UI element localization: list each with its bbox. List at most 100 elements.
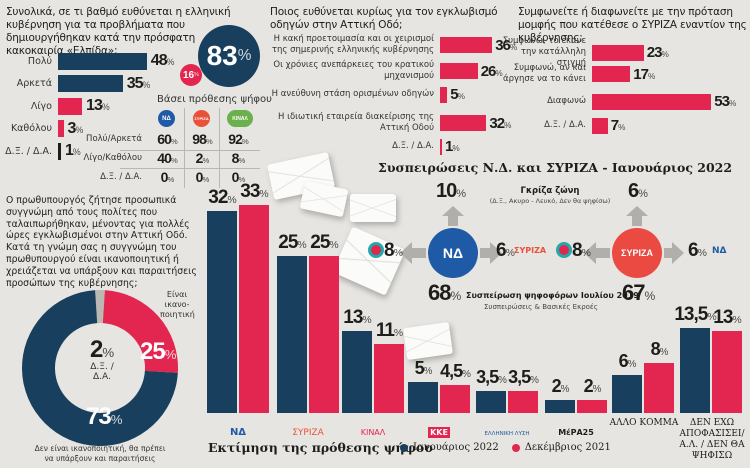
arrow-right-icon [490, 242, 502, 264]
bar-value-number: 13 [343, 307, 363, 329]
main-chart-title: Εκτίμηση της πρόθεσης ψήφου [208, 440, 433, 455]
section2-row: Η κακή προετοιμασία και οι χειρισμοί της… [262, 34, 517, 56]
table-divider [120, 168, 260, 169]
section1-value-pct: % [142, 79, 151, 90]
bar-jan [408, 381, 438, 413]
section1-bar [58, 120, 64, 137]
table-row-label: Δ.Ξ. / Δ.Α. [100, 172, 142, 182]
bar-value-label: 6% [602, 351, 652, 372]
bar-jan [476, 390, 506, 413]
section1-title: Συνολικά, σε τι βαθμό ευθύνεται η ελληνι… [6, 6, 231, 57]
section2-row: Η ιδιωτική εταιρεία διακείρισης της Αττι… [262, 112, 511, 134]
envelope-icon [299, 180, 349, 218]
section1-value: 48% [151, 52, 175, 70]
table-row-label: Λίγο/Καθόλου [83, 153, 142, 163]
table-cell-number: 0 [231, 169, 240, 185]
table-cell-pct: % [202, 175, 209, 184]
arrow-right-icon [480, 248, 490, 258]
arrow-up-icon [626, 206, 648, 216]
donut-value-unsatisfactory-pct: % [110, 412, 123, 427]
donut-label-satisfactory: Είναι ικανο- ποιητική [160, 290, 195, 319]
section2-row-label: Η κακή προετοιμασία και οι χειρισμοί της… [271, 34, 434, 55]
table-cell-pct: % [170, 137, 178, 146]
section1-bar [58, 142, 61, 160]
donut-slice-unsatisfactory [22, 290, 178, 446]
party-logo-icon: ΚΚΕ [400, 420, 478, 439]
nd-to-syriza-pct: % [505, 248, 515, 259]
table-cell: 0% [218, 169, 258, 185]
party-logo-icon: ΜέΡΑ25 [537, 420, 615, 439]
bar-value-pct: % [560, 384, 570, 396]
table-cell: 92% [218, 131, 258, 147]
bar-jan [207, 211, 237, 413]
section2-row-label: Δ.Ξ. / Δ.Α. [392, 141, 434, 151]
section4-title: Ο πρωθυπουργός ζήτησε προσωπικά συγγνώμη… [6, 195, 197, 289]
table-divider [184, 108, 185, 188]
bar-value-number: 13,5 [674, 303, 708, 325]
party-logo-text: ΚΚΕ [428, 427, 450, 438]
section3-bar [592, 44, 644, 61]
nd-cohesion-value: 68% [428, 280, 461, 306]
syriza-to-nd-value: 6% [688, 240, 707, 262]
party-logo-text: ΝΔ [229, 427, 247, 438]
bar-value-label: 13,5% [670, 304, 720, 326]
section2-value: 26% [480, 62, 503, 80]
section2-value-number: 1 [445, 138, 453, 155]
section1-value: 3% [68, 120, 84, 138]
bar-value-label: 5% [398, 358, 448, 379]
bar-value-number: 3,5 [508, 366, 531, 387]
bar-value-pct: % [707, 311, 716, 323]
bar-value-label: 11% [364, 320, 414, 342]
syriza-to-kinal-value: 8% [572, 240, 591, 262]
bar-value-label: 25% [299, 232, 349, 254]
small-circle-value: 16 [182, 69, 195, 81]
section3-value-number: 17 [633, 65, 649, 83]
section1-bar [58, 52, 147, 70]
table-cell-pct: % [167, 175, 174, 184]
legend-swatch-jan [400, 443, 408, 452]
table-cell: 40% [147, 150, 187, 166]
arrow-right-icon [664, 248, 672, 258]
section1-value-pct: % [72, 147, 81, 157]
bar-value-label: 3,5% [498, 367, 548, 388]
section1-value-pct: % [166, 57, 175, 67]
section3-value: 17% [633, 65, 655, 83]
party-logo-icon: ΝΔ [199, 420, 277, 439]
table-cell: 98% [182, 131, 222, 147]
table-cell-number: 2 [195, 150, 204, 166]
bar-dec [440, 384, 470, 413]
table-cell-number: 92 [228, 131, 243, 147]
section1-value-number: 35 [126, 74, 144, 92]
big-circle-value: 83 [206, 40, 238, 71]
section2-value-number: 26 [480, 62, 497, 80]
big-circle: 83% [198, 25, 260, 87]
syriza-grey-zone-value: 6% [628, 180, 648, 203]
bar-jan [277, 255, 307, 413]
section1-value: 35% [126, 74, 151, 93]
section1-value-number: 13 [86, 97, 103, 114]
nd-to-kinal-value: 8% [384, 240, 403, 262]
section3-value-pct: % [618, 123, 625, 132]
table-row-label: Πολύ/Αρκετά [86, 134, 142, 144]
section2-value-number: 32 [489, 114, 505, 132]
bar-value-label: 33% [229, 181, 279, 203]
bar-value-number: 2 [551, 376, 562, 397]
grey-zone-subtitle: (Δ.Ξ., Ακυρο - Λευκό, Δεν θα ψηφίσω) [489, 197, 611, 205]
bar-dec [712, 331, 742, 413]
donut-value-satisfactory-pct: % [164, 347, 177, 362]
legend-label-jan: Ιανουάριος 2022 [413, 442, 499, 453]
bar-value-number: 8 [650, 338, 661, 359]
bar-value-label: 13% [702, 307, 750, 329]
syriza-to-nd-pct: % [697, 248, 707, 259]
cohesion-footer-subtitle: Συσπειρώσεις & Βασικές Εκροές [484, 303, 598, 311]
party-logo-text: ΚΙΝΑΛ [360, 428, 386, 437]
bar-value-label: 3,5% [466, 367, 516, 388]
kinal-logo-icon: ΚΙΝΑΛ [227, 110, 253, 127]
bar-dec [374, 343, 404, 413]
nd-cohesion-pct: % [450, 289, 461, 303]
section2-row: Η ανεύθυνη στάση ορισμένων οδηγών 5% [262, 86, 465, 103]
section3-row: Δ.Ξ. / Δ.Α. 7% [492, 117, 625, 134]
section1-bar [58, 75, 123, 92]
donut-value-dk-pct: % [102, 345, 114, 360]
arrow-left-icon [584, 242, 596, 264]
